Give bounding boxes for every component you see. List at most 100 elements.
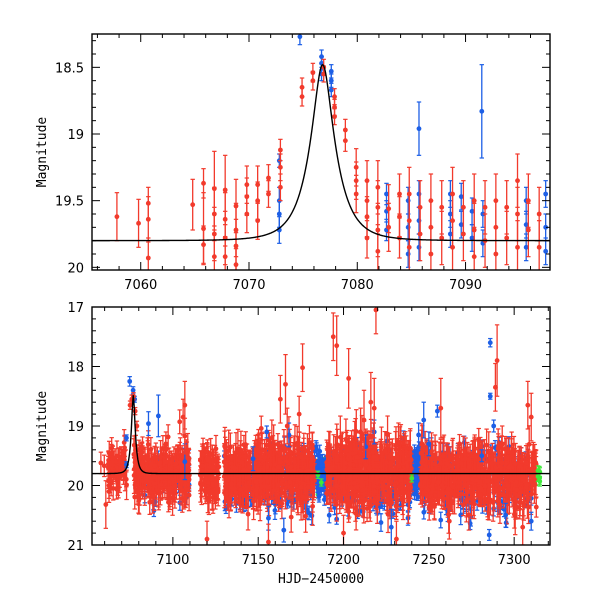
blue-data-point [316, 455, 322, 468]
top-data-points [114, 34, 549, 270]
red-data-point [397, 173, 402, 215]
red-data-point [471, 229, 477, 270]
red-data-point [233, 248, 239, 270]
blue-data-point [543, 180, 549, 208]
blue-data-point [326, 507, 332, 524]
top-plot-frame [91, 33, 551, 271]
red-data-point [536, 220, 542, 270]
marker [536, 211, 542, 217]
marker [297, 34, 303, 40]
marker [471, 198, 477, 204]
marker [523, 244, 529, 250]
red-data-point [386, 202, 392, 252]
top-panel: 7060 7070 7080 7090 18.5 19 19.5 20 Magnitude [35, 33, 551, 293]
marker [316, 489, 321, 495]
red-data-point [471, 173, 477, 228]
marker [543, 224, 549, 230]
marker [114, 214, 120, 220]
marker [328, 78, 334, 84]
red-data-point [342, 129, 348, 152]
marker [417, 231, 423, 237]
blue-data-point [328, 82, 334, 98]
red-data-point [266, 180, 271, 208]
marker [543, 248, 549, 254]
x-tick-label: 7080 [341, 278, 374, 293]
y-tick-label: 20 [67, 261, 84, 276]
red-data-point [406, 220, 412, 270]
marker [115, 481, 121, 487]
marker [272, 508, 278, 513]
marker [471, 254, 477, 260]
marker [523, 222, 529, 228]
red-data-point [201, 225, 206, 264]
marker [469, 208, 475, 214]
marker [326, 512, 332, 518]
marker [439, 235, 445, 241]
red-data-point [428, 226, 434, 270]
red-data-point [211, 229, 217, 270]
marker [416, 126, 422, 132]
red-data-point [145, 237, 151, 270]
marker [299, 94, 305, 100]
red-data-point [114, 192, 120, 242]
marker [458, 194, 464, 200]
marker [428, 251, 434, 257]
blue-data-point [486, 528, 492, 541]
blue-data-point [458, 182, 464, 211]
bottom-data-points [98, 307, 543, 545]
blue-data-point [306, 505, 312, 521]
red-data-point [504, 210, 510, 266]
marker [447, 231, 453, 237]
marker [386, 224, 392, 230]
marker [110, 485, 116, 491]
red-data-point [417, 206, 423, 262]
blue-data-point [543, 237, 549, 266]
marker [406, 244, 412, 250]
marker [536, 244, 542, 250]
y-tick-label: 19 [67, 128, 84, 143]
marker [378, 520, 384, 525]
marker [515, 178, 520, 184]
red-data-point [114, 440, 120, 472]
red-data-point [255, 201, 261, 240]
marker [211, 254, 217, 260]
marker [328, 68, 334, 74]
red-data-point [136, 198, 141, 248]
top-x-tick-labels: 7060 7070 7080 7090 [124, 278, 482, 293]
marker [332, 94, 337, 100]
marker [244, 211, 250, 217]
red-data-point [310, 70, 316, 91]
marker [277, 147, 283, 153]
red-data-point [107, 466, 113, 494]
marker [504, 235, 510, 241]
blue-data-point [328, 64, 334, 79]
marker [479, 108, 485, 114]
marker [439, 204, 445, 210]
marker [486, 532, 492, 538]
red-data-point [244, 194, 250, 234]
blue-data-point [438, 511, 444, 529]
marker [342, 138, 348, 144]
x-tick-label: 7060 [124, 278, 157, 293]
red-data-point [525, 202, 531, 258]
x-tick-label: 7070 [232, 278, 265, 293]
red-data-point [321, 65, 327, 83]
marker [515, 244, 520, 250]
marker [543, 191, 549, 197]
marker [415, 494, 421, 500]
red-data-point [353, 174, 359, 214]
blue-data-point [297, 34, 303, 46]
marker [136, 220, 141, 226]
y-tick-label: 19.5 [55, 195, 84, 210]
red-data-point [277, 173, 283, 202]
red-data-point [364, 217, 370, 259]
red-data-point [515, 220, 520, 270]
blue-data-point [416, 101, 422, 156]
marker [460, 231, 466, 237]
marker [266, 191, 271, 197]
red-data-point [439, 210, 445, 266]
marker [233, 243, 239, 249]
top-y-tick-labels: 18.5 19 19.5 20 [55, 61, 84, 276]
marker [277, 164, 283, 170]
